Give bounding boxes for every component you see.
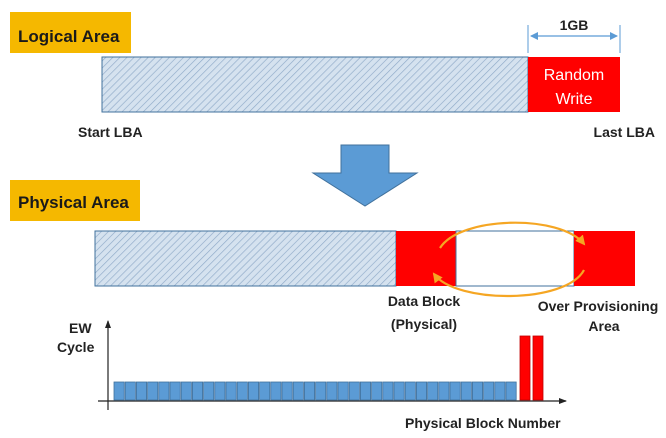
ew-bar-low <box>247 381 259 401</box>
ew-bar-low <box>382 381 394 401</box>
down-arrow-icon <box>311 144 419 207</box>
ew-bar-low <box>191 381 203 401</box>
ew-bar-low <box>415 381 427 401</box>
ew-bar-low <box>427 381 439 401</box>
ew-bar-high <box>532 335 544 401</box>
ew-bar-low <box>460 381 472 401</box>
ew-bar-low <box>404 381 416 401</box>
ew-bar-low <box>281 381 293 401</box>
ew-bar-low <box>214 381 226 401</box>
ew-bar-low <box>326 381 338 401</box>
physical-area-tag: Physical Area <box>10 180 140 221</box>
ew-bar-low <box>135 381 147 401</box>
ew-bar-low <box>292 381 304 401</box>
free-space-block <box>455 230 575 287</box>
ew-bar-low <box>371 381 383 401</box>
ew-bar-low <box>113 381 125 401</box>
logical-area-tag: Logical Area <box>10 12 131 53</box>
ew-bar-low <box>483 381 495 401</box>
ew-bar-low <box>147 381 159 401</box>
ew-axis-label-2: Cycle <box>57 339 95 355</box>
ew-bar-low <box>203 381 215 401</box>
ew-bar-low <box>348 381 360 401</box>
ew-bar-low <box>471 381 483 401</box>
physical-area-tag-bg <box>10 180 140 221</box>
ew-bar-low <box>158 381 170 401</box>
physical-block-number-label: Physical Block Number <box>405 415 561 431</box>
ew-bar-low <box>236 381 248 401</box>
ew-bar-low <box>303 381 315 401</box>
over-provisioning-label-2: Area <box>588 318 619 334</box>
ew-bar-low <box>494 381 506 401</box>
ew-bar-low <box>225 381 237 401</box>
ew-bar-low <box>438 381 450 401</box>
ew-axis-label-1: EW <box>69 320 92 336</box>
last-lba-label: Last LBA <box>594 124 655 140</box>
ew-bar-low <box>505 381 517 401</box>
ew-bar-low <box>393 381 405 401</box>
physical-bar <box>94 230 397 287</box>
logical-area-tag-bg <box>10 12 131 53</box>
ew-bar-low <box>270 381 282 401</box>
start-lba-label: Start LBA <box>78 124 143 140</box>
ew-bar-low <box>124 381 136 401</box>
over-provisioning-block <box>574 231 635 286</box>
swap-arrow-top <box>439 221 586 249</box>
ew-bar-low <box>359 381 371 401</box>
logical-bar <box>101 56 529 113</box>
swap-arrow-bottom <box>432 269 585 298</box>
random-write-block <box>528 57 620 112</box>
ew-bar-low <box>449 381 461 401</box>
ew-bar-low <box>337 381 349 401</box>
size-label: 1GB <box>560 17 589 33</box>
ew-bar-low <box>259 381 271 401</box>
data-block-label-1: Data Block <box>388 293 461 309</box>
random-write-label-2: Write <box>555 91 592 108</box>
random-write-label-1: Random <box>544 67 604 84</box>
size-dimension: 1GB <box>527 17 621 53</box>
physical-area-title: Physical Area <box>18 193 129 212</box>
ew-bar-low <box>180 381 192 401</box>
ew-bar-high <box>519 335 531 401</box>
ew-bar-low <box>169 381 181 401</box>
data-block-label-2: (Physical) <box>391 316 457 332</box>
over-provisioning-label-1: Over Provisioning <box>538 298 659 314</box>
ew-bar-low <box>315 381 327 401</box>
logical-area-title: Logical Area <box>18 27 120 46</box>
ew-bars <box>113 335 544 401</box>
